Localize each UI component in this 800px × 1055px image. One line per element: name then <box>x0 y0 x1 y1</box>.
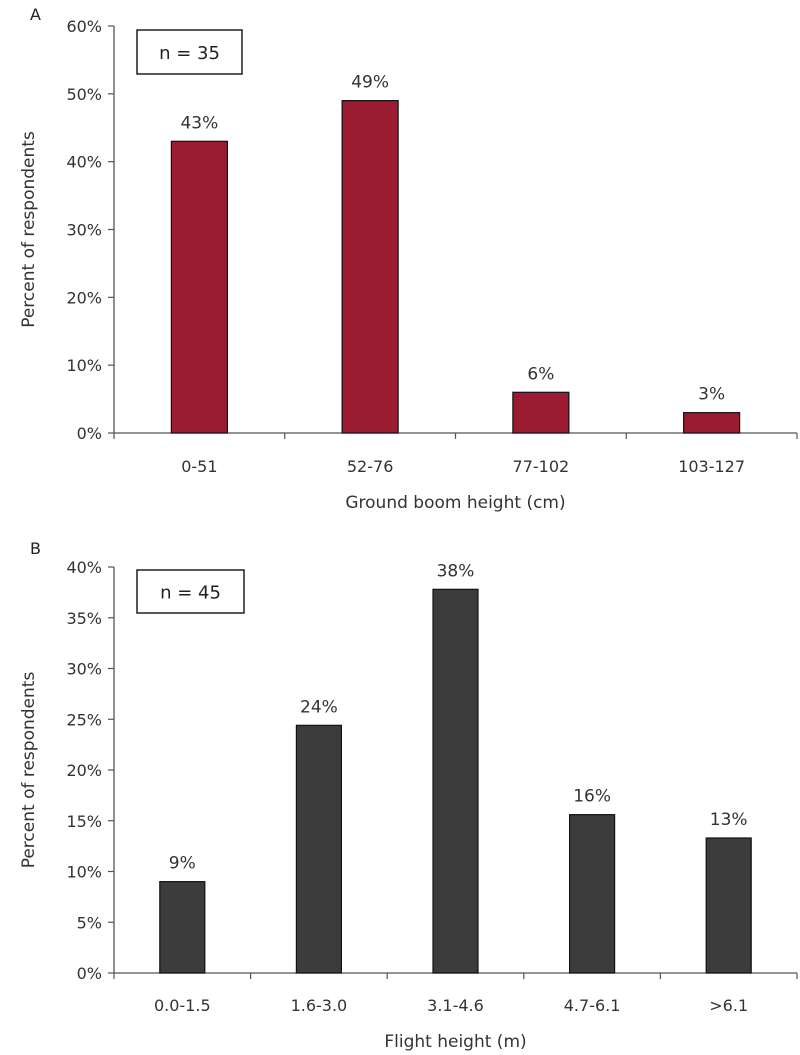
x-tick-label: 77-102 <box>513 457 570 476</box>
bar-3-1-4-6 <box>432 588 479 974</box>
chart-panel-a: A 0% 10% 20% 30% 40% 50% 60% 43% 0-51 49% 52-76 6% 77… <box>19 5 798 513</box>
x-tick-label: 4.7-6.1 <box>564 996 621 1015</box>
bar-value-label: 43% <box>180 113 218 133</box>
bar-0-51 <box>170 140 228 434</box>
x-tick-label: 0-51 <box>181 457 217 476</box>
sample-size-label: n = 45 <box>160 583 221 604</box>
sample-size-label: n = 35 <box>159 43 220 64</box>
x-tick-label: 52-76 <box>347 457 394 476</box>
y-tick-label: 0% <box>77 964 102 983</box>
bar-4-7-6-1 <box>568 814 616 974</box>
y-tick-label: 30% <box>66 660 102 679</box>
y-tick-label: 15% <box>66 812 102 831</box>
bar-value-label: 49% <box>351 73 389 93</box>
y-tick-label: 0% <box>77 424 102 443</box>
y-axis-title: Percent of respondents <box>19 672 39 869</box>
bar-77-102 <box>512 391 570 434</box>
bar-6-1 <box>705 837 752 974</box>
y-tick-label: 5% <box>77 913 102 932</box>
y-tick-label: 40% <box>66 558 102 577</box>
x-axis-title: Flight height (m) <box>384 1032 526 1052</box>
y-tick-label: 40% <box>66 153 102 172</box>
y-tick-label: 20% <box>66 288 102 307</box>
bar-value-label: 24% <box>300 697 338 717</box>
bar-value-label: 9% <box>169 854 196 874</box>
y-tick-label: 25% <box>66 710 102 729</box>
bar-value-label: 13% <box>710 810 748 830</box>
x-tick-label: 1.6-3.0 <box>291 996 348 1015</box>
panel-letter: B <box>30 539 41 558</box>
y-tick-label: 10% <box>66 356 102 375</box>
x-tick-label: 0.0-1.5 <box>154 996 211 1015</box>
x-tick-label: >6.1 <box>709 996 748 1015</box>
bar-0-0-1-5 <box>159 881 206 974</box>
y-tick-label: 50% <box>66 85 102 104</box>
y-tick-label: 30% <box>66 221 102 240</box>
chart-panel-b: B 0% 5% 10% 15% 20% 25% 30% 35% 40% 9% 0.0-1.5 24% 1.… <box>19 539 798 1052</box>
sample-size-box <box>136 569 245 614</box>
y-tick-label: 20% <box>66 761 102 780</box>
x-axis-title: Ground boom height (cm) <box>345 493 565 513</box>
bar-value-label: 3% <box>698 385 725 405</box>
x-tick-label: 3.1-4.6 <box>427 996 484 1015</box>
bar-value-label: 6% <box>527 364 554 384</box>
bar-value-label: 38% <box>437 561 475 581</box>
sample-size-box <box>136 29 243 75</box>
bar-52-76 <box>341 100 399 434</box>
y-tick-label: 60% <box>66 17 102 36</box>
y-tick-label: 35% <box>66 609 102 628</box>
panel-letter: A <box>30 5 41 24</box>
x-tick-label: 103-127 <box>678 457 745 476</box>
bar-103-127 <box>683 412 741 434</box>
bar-value-label: 16% <box>573 787 611 807</box>
y-axis-title: Percent of respondents <box>19 131 39 328</box>
bar-1-6-3-0 <box>295 724 342 974</box>
y-tick-label: 10% <box>66 863 102 882</box>
